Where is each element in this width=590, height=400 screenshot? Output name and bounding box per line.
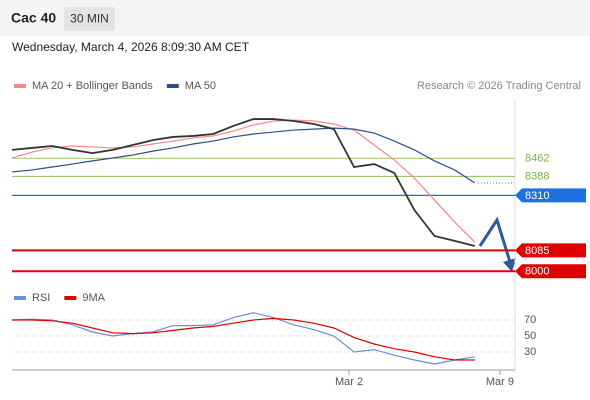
level-label: 8000: [525, 266, 549, 278]
legend-swatch: [166, 84, 179, 88]
legend-swatch: [64, 296, 77, 300]
source: Research © 2026 Trading Central: [417, 80, 581, 92]
y-tick-label: 30: [524, 346, 536, 358]
x-tick-label: Mar 9: [486, 376, 514, 388]
interval-label[interactable]: 30 MIN: [70, 12, 109, 26]
level-tag: [515, 243, 586, 258]
level-label: 8310: [525, 190, 549, 202]
interval-button[interactable]: [64, 7, 115, 31]
forecast-arrow-head: [503, 258, 516, 272]
legend-swatch: [14, 84, 26, 88]
legend-label: MA 20 + Bollinger Bands: [32, 80, 153, 92]
forecast-arrow: [478, 216, 512, 263]
legend-label: 9MA: [82, 292, 105, 304]
y-tick-label: 70: [524, 314, 536, 326]
x-tick-label: Mar 2: [335, 376, 363, 388]
series-line: [11, 119, 476, 243]
legend-label: RSI: [32, 292, 50, 304]
date: Wednesday, March 4, 2026 8:09:30 AM CET: [12, 40, 250, 54]
price-line: [11, 118, 475, 247]
series-line: [11, 127, 476, 184]
legend-swatch: [14, 296, 26, 300]
level-label: 8462: [525, 153, 549, 165]
instrument-title: Cac 40: [11, 10, 56, 26]
level-label: 8388: [525, 171, 549, 183]
level-label: 8085: [525, 245, 549, 257]
y-tick-label: 50: [524, 330, 536, 342]
level-tag: [515, 264, 586, 279]
legend-label: MA 50: [185, 80, 216, 92]
level-tag: [515, 188, 586, 203]
series-line: [12, 317, 475, 361]
series-line: [11, 312, 475, 365]
